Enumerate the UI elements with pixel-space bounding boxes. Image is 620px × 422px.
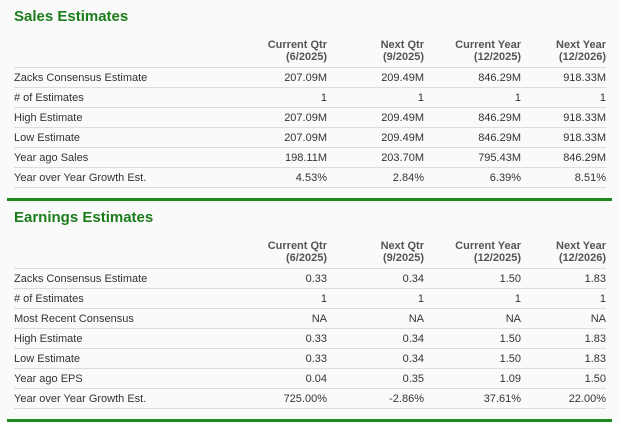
row-value: 1: [244, 87, 327, 108]
table-row: Zacks Consensus Estimate 207.09M 209.49M 84…: [14, 67, 606, 88]
sales-estimates-section: Sales Estimates Current Qtr (6/2025) Next…: [0, 0, 620, 188]
row-value: 1.50: [521, 368, 606, 389]
row-value: 209.49M: [327, 107, 424, 128]
sales-estimates-title: Sales Estimates: [14, 8, 129, 25]
row-value: NA: [424, 308, 521, 329]
row-value: 846.29M: [424, 67, 521, 88]
row-value: 1.50: [424, 348, 521, 369]
table-row: Year over Year Growth Est. 4.53% 2.84% 6.39…: [14, 167, 606, 188]
section-divider: [7, 198, 612, 201]
row-value: 1: [521, 87, 606, 108]
row-value: 918.33M: [521, 67, 606, 88]
row-value: 846.29M: [424, 127, 521, 148]
row-value: 1: [327, 87, 424, 108]
row-value: 209.49M: [327, 127, 424, 148]
table-row: Most Recent Consensus NA NA NA NA: [14, 308, 606, 329]
row-label: Year over Year Growth Est.: [14, 167, 244, 188]
row-value: 207.09M: [244, 127, 327, 148]
earnings-estimates-title: Earnings Estimates: [14, 209, 154, 226]
row-value: 1: [244, 288, 327, 309]
row-value: 6.39%: [424, 167, 521, 188]
row-value: 0.33: [244, 268, 327, 289]
row-value: 207.09M: [244, 67, 327, 88]
header-blank: [14, 37, 244, 68]
row-value: 1.50: [424, 328, 521, 349]
table-header-row: Current Qtr (6/2025) Next Qtr (9/2025) Cur…: [14, 37, 606, 68]
row-label: High Estimate: [14, 107, 244, 128]
table-row: Year over Year Growth Est. 725.00% -2.86% 3…: [14, 388, 606, 409]
earnings-estimates-section: Earnings Estimates Current Qtr (6/2025) N…: [0, 201, 620, 409]
row-value: 4.53%: [244, 167, 327, 188]
header-current-year: Current Year (12/2025): [424, 37, 521, 68]
row-value: 8.51%: [521, 167, 606, 188]
header-next-year: Next Year (12/2026): [521, 37, 606, 68]
row-value: 918.33M: [521, 107, 606, 128]
earnings-estimates-table: Current Qtr (6/2025) Next Qtr (9/2025) Cur…: [14, 238, 606, 409]
table-row: Year ago EPS 0.04 0.35 1.09 1.50: [14, 368, 606, 389]
row-label: High Estimate: [14, 328, 244, 349]
header-current-qtr: Current Qtr (6/2025): [244, 37, 327, 68]
row-value: 209.49M: [327, 67, 424, 88]
row-value: 0.34: [327, 268, 424, 289]
table-row: # of Estimates 1 1 1 1: [14, 87, 606, 108]
header-blank: [14, 238, 244, 269]
row-value: 1: [424, 288, 521, 309]
row-value: -2.86%: [327, 388, 424, 409]
header-current-qtr: Current Qtr (6/2025): [244, 238, 327, 269]
row-value: 846.29M: [424, 107, 521, 128]
table-row: High Estimate 0.33 0.34 1.50 1.83: [14, 328, 606, 349]
row-label: Year over Year Growth Est.: [14, 388, 244, 409]
row-value: 203.70M: [327, 147, 424, 168]
row-value: 2.84%: [327, 167, 424, 188]
table-row: # of Estimates 1 1 1 1: [14, 288, 606, 309]
row-value: 0.34: [327, 348, 424, 369]
sales-estimates-table: Current Qtr (6/2025) Next Qtr (9/2025) Cur…: [14, 37, 606, 188]
table-row: Low Estimate 0.33 0.34 1.50 1.83: [14, 348, 606, 369]
row-value: 795.43M: [424, 147, 521, 168]
row-label: Zacks Consensus Estimate: [14, 268, 244, 289]
row-value: 1.09: [424, 368, 521, 389]
row-value: 1.83: [521, 348, 606, 369]
header-next-qtr: Next Qtr (9/2025): [327, 37, 424, 68]
row-label: Most Recent Consensus: [14, 308, 244, 329]
row-value: 22.00%: [521, 388, 606, 409]
row-value: NA: [327, 308, 424, 329]
table-row: Low Estimate 207.09M 209.49M 846.29M 918.33M: [14, 127, 606, 148]
row-label: Low Estimate: [14, 348, 244, 369]
row-value: NA: [244, 308, 327, 329]
header-next-year: Next Year (12/2026): [521, 238, 606, 269]
row-value: 846.29M: [521, 147, 606, 168]
row-value: 198.11M: [244, 147, 327, 168]
header-current-year: Current Year (12/2025): [424, 238, 521, 269]
row-value: 0.33: [244, 328, 327, 349]
row-value: 1.83: [521, 328, 606, 349]
table-header-row: Current Qtr (6/2025) Next Qtr (9/2025) Cur…: [14, 238, 606, 269]
table-row: High Estimate 207.09M 209.49M 846.29M 918.33…: [14, 107, 606, 128]
row-value: 1: [327, 288, 424, 309]
row-value: 207.09M: [244, 107, 327, 128]
row-value: NA: [521, 308, 606, 329]
row-value: 725.00%: [244, 388, 327, 409]
row-label: Year ago EPS: [14, 368, 244, 389]
row-label: # of Estimates: [14, 288, 244, 309]
row-value: 37.61%: [424, 388, 521, 409]
header-next-qtr: Next Qtr (9/2025): [327, 238, 424, 269]
row-value: 0.04: [244, 368, 327, 389]
row-value: 0.35: [327, 368, 424, 389]
row-value: 1.50: [424, 268, 521, 289]
row-value: 0.33: [244, 348, 327, 369]
row-label: # of Estimates: [14, 87, 244, 108]
row-label: Zacks Consensus Estimate: [14, 67, 244, 88]
row-label: Low Estimate: [14, 127, 244, 148]
table-row: Zacks Consensus Estimate 0.33 0.34 1.50 1.83: [14, 268, 606, 289]
row-label: Year ago Sales: [14, 147, 244, 168]
row-value: 0.34: [327, 328, 424, 349]
row-value: 1: [424, 87, 521, 108]
row-value: 1: [521, 288, 606, 309]
row-value: 1.83: [521, 268, 606, 289]
table-row: Year ago Sales 198.11M 203.70M 795.43M 846.2…: [14, 147, 606, 168]
row-value: 918.33M: [521, 127, 606, 148]
